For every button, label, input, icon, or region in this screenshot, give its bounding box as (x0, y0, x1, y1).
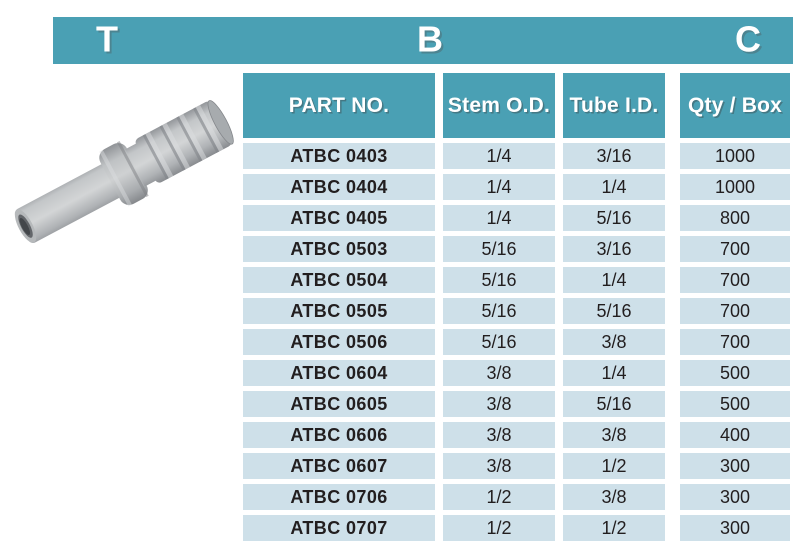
qty-box-cell: 400 (680, 422, 790, 448)
stem-od-cell: 3/8 (443, 360, 555, 386)
tube-id-cell: 3/8 (563, 484, 665, 510)
table-row: ATBC 0403 1/4 3/16 1000 (243, 143, 790, 169)
table-row: ATBC 0605 3/8 5/16 500 (243, 391, 790, 417)
part-no-cell: ATBC 0607 (243, 453, 435, 479)
qty-box-cell: 1000 (680, 174, 790, 200)
part-no-cell: ATBC 0604 (243, 360, 435, 386)
tube-id-cell: 1/2 (563, 515, 665, 541)
part-no-cell: ATBC 0606 (243, 422, 435, 448)
col-header-qty-box: Qty / Box (680, 73, 790, 138)
fitting-body (14, 100, 234, 244)
part-no-cell: ATBC 0503 (243, 236, 435, 262)
qty-box-cell: 300 (680, 515, 790, 541)
stem-od-cell: 1/4 (443, 205, 555, 231)
stem-od-cell: 5/16 (443, 267, 555, 293)
qty-box-cell: 300 (680, 484, 790, 510)
qty-box-cell: 500 (680, 391, 790, 417)
part-no-cell: ATBC 0706 (243, 484, 435, 510)
qty-box-cell: 500 (680, 360, 790, 386)
qty-box-cell: 700 (680, 329, 790, 355)
tube-id-cell: 1/4 (563, 360, 665, 386)
qty-box-cell: 300 (680, 453, 790, 479)
table-row: ATBC 0505 5/16 5/16 700 (243, 298, 790, 324)
part-no-cell: ATBC 0506 (243, 329, 435, 355)
table-row: ATBC 0504 5/16 1/4 700 (243, 267, 790, 293)
stem-od-cell: 3/8 (443, 422, 555, 448)
col-header-stem-od: Stem O.D. (443, 73, 555, 138)
stem-od-cell: 1/2 (443, 515, 555, 541)
table-row: ATBC 0604 3/8 1/4 500 (243, 360, 790, 386)
table-row: ATBC 0606 3/8 3/8 400 (243, 422, 790, 448)
part-no-cell: ATBC 0505 (243, 298, 435, 324)
qty-box-cell: 700 (680, 298, 790, 324)
part-no-cell: ATBC 0605 (243, 391, 435, 417)
table-row: ATBC 0503 5/16 3/16 700 (243, 236, 790, 262)
tube-id-cell: 5/16 (563, 298, 665, 324)
part-no-cell: ATBC 0405 (243, 205, 435, 231)
stem-od-cell: 5/16 (443, 236, 555, 262)
table-row: ATBC 0607 3/8 1/2 300 (243, 453, 790, 479)
table-header-row: PART NO. Stem O.D. Tube I.D. Qty / Box (243, 73, 790, 138)
parts-table: PART NO. Stem O.D. Tube I.D. Qty / Box A… (243, 73, 790, 546)
qty-box-cell: 800 (680, 205, 790, 231)
qty-box-cell: 700 (680, 236, 790, 262)
stem-od-cell: 3/8 (443, 391, 555, 417)
part-no-cell: ATBC 0504 (243, 267, 435, 293)
tube-id-cell: 3/8 (563, 422, 665, 448)
stem-od-cell: 5/16 (443, 329, 555, 355)
table-row: ATBC 0404 1/4 1/4 1000 (243, 174, 790, 200)
banner-label-b: B (417, 18, 443, 60)
section-banner: T B C (53, 17, 793, 64)
col-header-part-no: PART NO. (243, 73, 435, 138)
table-row: ATBC 0506 5/16 3/8 700 (243, 329, 790, 355)
stem-od-cell: 5/16 (443, 298, 555, 324)
tube-id-cell: 3/8 (563, 329, 665, 355)
tube-id-cell: 3/16 (563, 236, 665, 262)
stem-od-cell: 1/4 (443, 174, 555, 200)
stem-od-cell: 1/4 (443, 143, 555, 169)
part-no-cell: ATBC 0403 (243, 143, 435, 169)
table-row: ATBC 0707 1/2 1/2 300 (243, 515, 790, 541)
stem-od-cell: 1/2 (443, 484, 555, 510)
product-photo-stem-adapter (14, 100, 234, 244)
banner-label-t: T (96, 18, 118, 60)
banner-label-c: C (735, 18, 761, 60)
tube-id-cell: 5/16 (563, 205, 665, 231)
qty-box-cell: 700 (680, 267, 790, 293)
table-row: ATBC 0706 1/2 3/8 300 (243, 484, 790, 510)
qty-box-cell: 1000 (680, 143, 790, 169)
tube-id-cell: 1/4 (563, 267, 665, 293)
col-header-tube-id: Tube I.D. (563, 73, 665, 138)
tube-id-cell: 1/4 (563, 174, 665, 200)
tube-id-cell: 1/2 (563, 453, 665, 479)
stem-od-cell: 3/8 (443, 453, 555, 479)
tube-id-cell: 3/16 (563, 143, 665, 169)
part-no-cell: ATBC 0404 (243, 174, 435, 200)
tube-id-cell: 5/16 (563, 391, 665, 417)
table-row: ATBC 0405 1/4 5/16 800 (243, 205, 790, 231)
part-no-cell: ATBC 0707 (243, 515, 435, 541)
